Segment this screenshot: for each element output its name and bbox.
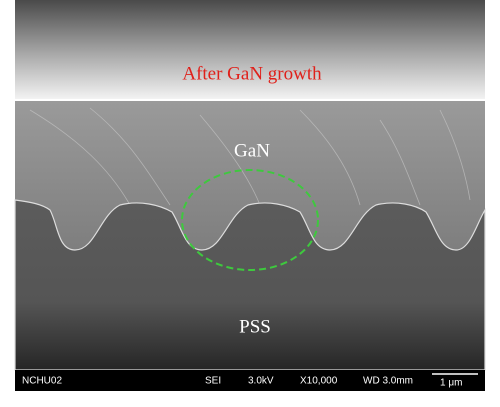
top-surface	[15, 0, 485, 100]
footer-scale: 1 μm	[440, 378, 462, 389]
footer-detector: SEI	[205, 376, 221, 387]
footer-wd: WD 3.0mm	[363, 376, 413, 387]
substrate-label: PSS	[239, 316, 271, 337]
footer-id: NCHU02	[22, 376, 62, 387]
info-bar	[15, 370, 485, 391]
gan-streaks	[29, 107, 471, 206]
highlight-ellipse	[181, 169, 319, 271]
pss-substrate	[14, 199, 486, 371]
footer-magnification: X10,000	[300, 376, 338, 387]
top-label: After GaN growth	[182, 63, 322, 84]
layer-label: GaN	[234, 140, 270, 161]
footer-voltage: 3.0kV	[248, 376, 274, 387]
